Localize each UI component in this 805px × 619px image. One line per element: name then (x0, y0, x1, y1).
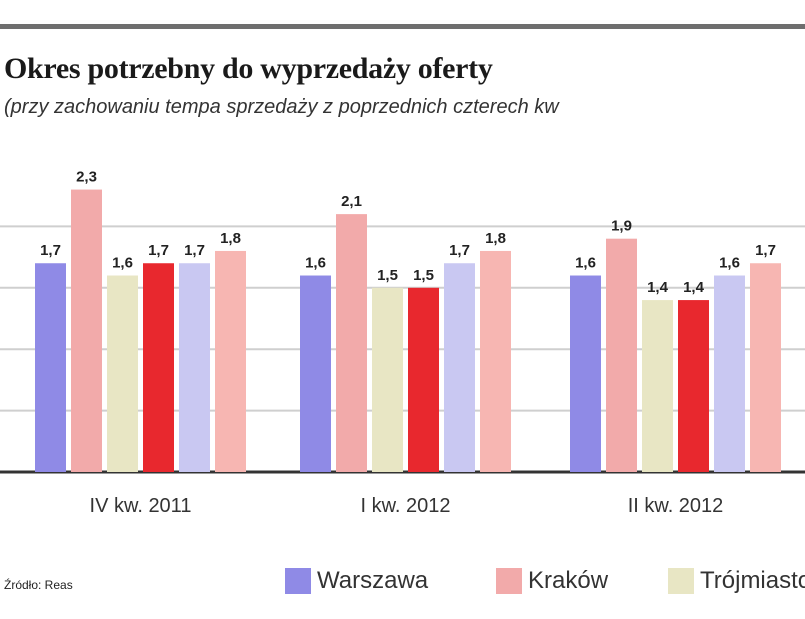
category-labels: IV kw. 2011 I kw. 2012 II kw. 2012 (90, 495, 724, 517)
legend-swatch (668, 568, 694, 594)
x-tick-label: I kw. 2012 (360, 495, 450, 517)
data-label: 1,7 (449, 242, 470, 259)
data-label: 1,6 (719, 255, 740, 272)
data-label: 1,4 (683, 279, 705, 296)
legend-label: Trójmiasto (700, 567, 805, 594)
data-label: 1,4 (647, 279, 669, 296)
legend-item-krakow: Kraków (496, 567, 608, 597)
bar (606, 238, 637, 472)
source-note: Źródło: Reas (4, 578, 73, 592)
bar (300, 275, 331, 472)
data-label: 1,5 (413, 267, 434, 284)
bar (678, 300, 709, 472)
data-label: 1,7 (184, 242, 205, 259)
data-label: 1,8 (220, 230, 241, 247)
legend-label: Kraków (528, 567, 609, 594)
legend-swatch (496, 568, 522, 594)
data-label: 1,5 (377, 267, 398, 284)
bar (143, 263, 174, 472)
bar (642, 300, 673, 472)
bar (179, 263, 210, 472)
top-rule (0, 24, 805, 29)
chart-title: Okres potrzebny do wyprzedaży oferty (4, 52, 493, 85)
bar (336, 214, 367, 472)
bar (408, 287, 439, 472)
x-tick-label: II kw. 2012 (628, 495, 724, 517)
data-label: 1,7 (755, 242, 776, 259)
data-label: 1,8 (485, 230, 506, 247)
data-label: 1,6 (112, 255, 133, 272)
bar (480, 250, 511, 472)
bar (71, 189, 102, 472)
bar-chart: 1,7 2,3 1,6 1,7 1,7 1,8 1,6 2,1 1,5 1,5 1,7 1,8 1,6 1… (0, 169, 805, 517)
data-label: 1,6 (575, 255, 596, 272)
bar (714, 275, 745, 472)
chart-subtitle: (przy zachowaniu tempa sprzedaży z poprz… (4, 96, 559, 118)
legend-item-trojmiasto: Trójmiasto (668, 567, 805, 597)
bar (35, 263, 66, 472)
value-labels: 1,7 2,3 1,6 1,7 1,7 1,8 1,6 2,1 1,5 1,5 1,7 1,8 1,6 1… (40, 169, 776, 297)
data-label: 1,7 (148, 242, 169, 259)
data-label: 2,1 (341, 193, 362, 210)
data-label: 2,3 (76, 169, 97, 186)
legend-item-warszawa: Warszawa (285, 567, 428, 597)
bar (570, 275, 601, 472)
data-label: 1,7 (40, 242, 61, 259)
bar (444, 263, 475, 472)
bars (35, 189, 781, 472)
bar (372, 287, 403, 472)
legend-label: Warszawa (317, 567, 429, 594)
data-label: 1,9 (611, 218, 632, 235)
bar (107, 275, 138, 472)
bar (750, 263, 781, 472)
legend-swatch (285, 568, 311, 594)
data-label: 1,6 (305, 255, 326, 272)
x-tick-label: IV kw. 2011 (90, 495, 192, 517)
bar (215, 250, 246, 472)
